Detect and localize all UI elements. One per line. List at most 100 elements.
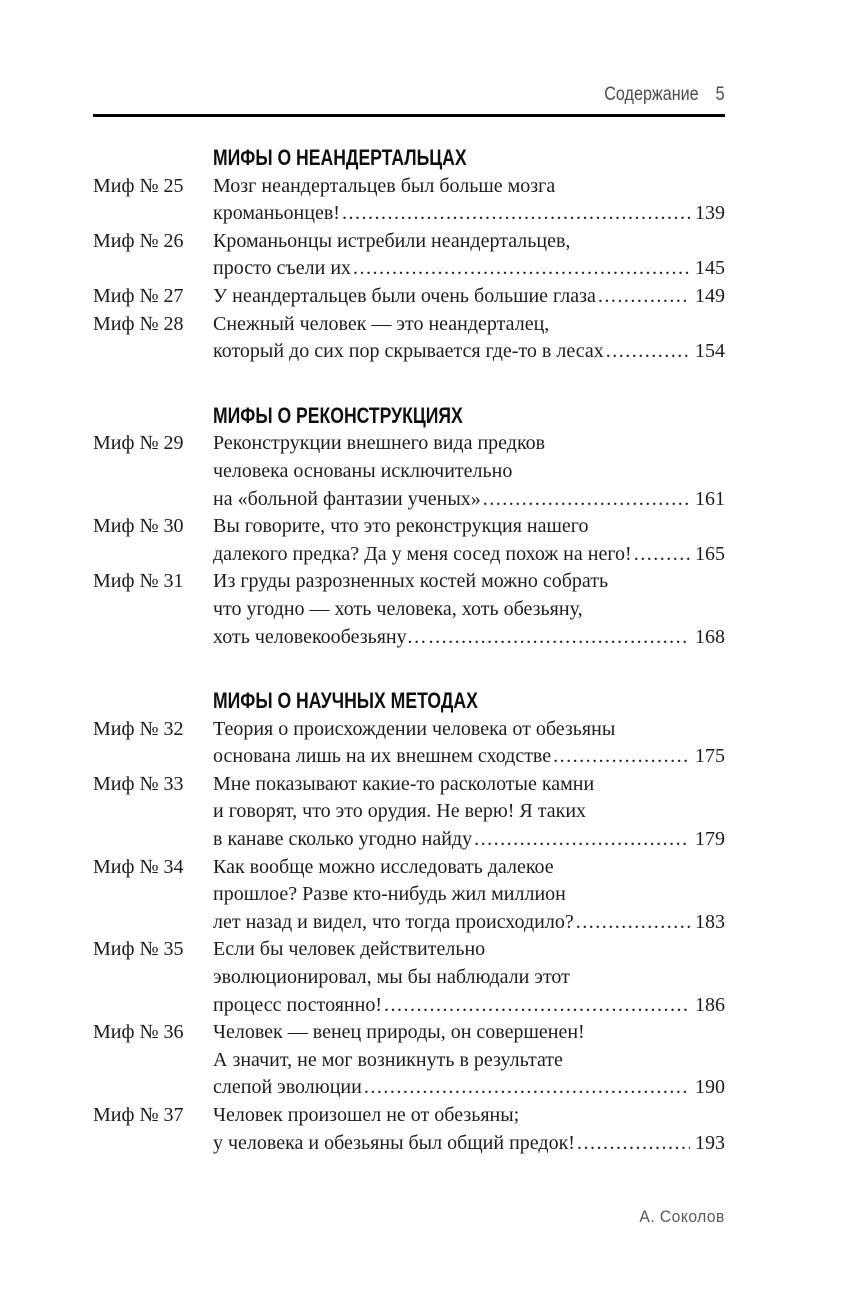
entry-line: процесс постоянно! 186 [213,992,725,1020]
entry-text: процесс постоянно! [213,993,382,1016]
sections: МИФЫ О НЕАНДЕРТАЛЬЦАХ Миф № 25 Мозг неан… [93,144,725,1157]
toc-entry: Миф № 33 Мне показывают какие-то расколо… [93,771,725,854]
dot-leader [364,1074,690,1102]
entry-line: лет назад и видел, что тогда происходило… [213,909,725,937]
entry-page-number: 161 [695,487,725,510]
entry-myth-number: Миф № 29 [93,432,184,455]
running-head-title: Содержание [604,84,700,105]
toc-entry: Миф № 25 Мозг неандертальцев был больше … [93,173,725,228]
entry-text: эволюционировал, мы бы наблюдали этот [213,966,570,989]
dot-leader [598,283,690,311]
entry-page-number: 193 [695,1131,725,1154]
entry-text: Мне показывают какие-то расколотые камни [213,772,595,795]
entry-text: лет назад и видел, что тогда происходило… [213,910,574,933]
toc-entry: Миф № 35 Если бы человек действительно эв… [93,936,725,1019]
entry-body: Кроманьонцы истребили неандертальцев, про… [213,228,725,283]
entry-text: просто съели их [213,257,352,280]
section-entries: Миф № 32 Теория о происхождении человека… [93,716,725,1158]
entry-myth-number: Миф № 26 [93,229,184,252]
entry-myth-number: Миф № 31 [93,570,184,593]
entry-page-number: 168 [695,625,725,648]
entry-body: Как вообще можно исследовать далекое прош… [213,854,725,937]
dot-leader [353,255,690,283]
entry-line: далекого предка? Да у меня сосед похож н… [213,541,725,569]
entry-text: Вы говорите, что это реконструкция нашег… [213,515,589,538]
entry-text: Теория о происхождении человека от обезь… [213,717,616,740]
dot-leader [342,200,690,228]
entry-page-number: 183 [695,910,725,933]
entry-myth-number: Миф № 25 [93,174,184,197]
entry-text: кроманьонцев! [213,202,340,225]
running-head-page-number: 5 [716,84,725,105]
toc-entry: Миф № 27 У неандертальцев были очень бол… [93,283,725,311]
toc-entry: Миф № 34 Как вообще можно исследовать да… [93,854,725,937]
dot-leader [577,1130,690,1158]
dot-leader [384,992,690,1020]
header-rule [93,114,725,117]
entry-text: и говорят, что это орудия. Не верю! Я та… [213,800,587,823]
entry-myth-number: Миф № 27 [93,284,184,307]
toc-entry: Миф № 31 Из груды разрозненных костей мо… [93,568,725,651]
entry-page-number: 139 [695,202,725,225]
entry-myth-number: Миф № 28 [93,312,184,335]
section-entries: Миф № 29 Реконструкции внешнего вида пре… [93,430,725,651]
entry-text: Снежный человек — это неандерталец, [213,312,550,335]
entry-text: хоть человекообезьяну… [213,625,427,648]
dot-leader [606,338,690,366]
entry-page-number: 149 [695,284,725,307]
entry-page-number: 175 [695,745,725,768]
entry-body: Мозг неандертальцев был больше мозга кром… [213,173,725,228]
entry-myth-number: Миф № 36 [93,1021,184,1044]
entry-text: в канаве сколько угодно найду [213,828,473,851]
entry-text: который до сих пор скрывается где-то в л… [213,340,604,363]
entry-text: У неандертальцев были очень большие глаз… [213,284,596,307]
entry-text: Реконструкции внешнего вида предков [213,432,546,455]
entry-line: на «больной фантазии ученых» 161 [213,486,725,514]
entry-text: прошлое? Разве кто-нибудь жил миллион [213,883,566,906]
entry-line: у человека и обезьяны был общий предок! 1… [213,1130,725,1158]
entry-body: Человек — венец природы, он совершенен! А… [213,1019,725,1102]
entry-page-number: 190 [695,1076,725,1099]
entry-line: кроманьонцев! 139 [213,200,725,228]
toc-entry: Миф № 28 Снежный человек — это неандерта… [93,311,725,366]
entry-text: Как вообще можно исследовать далекое [213,855,554,878]
entry-page-number: 145 [695,257,725,280]
entry-text: Мозг неандертальцев был больше мозга [213,174,556,197]
toc-entry: Миф № 36 Человек — венец природы, он сов… [93,1019,725,1102]
dot-leader [474,826,690,854]
entry-text: Человек — венец природы, он совершенен! [213,1021,585,1044]
entry-line: У неандертальцев были очень большие глаз… [213,283,725,311]
toc-entry: Миф № 32 Теория о происхождении человека… [93,716,725,771]
entry-page-number: 165 [695,542,725,565]
entry-body: Реконструкции внешнего вида предков челов… [213,430,725,513]
entry-body: Из груды разрозненных костей можно собра… [213,568,725,651]
entry-myth-number: Миф № 33 [93,772,184,795]
page-footer: А. Соколов [93,1207,725,1227]
entry-body: Человек произошел не от обезьяны; у челов… [213,1102,725,1157]
entry-body: Снежный человек — это неандерталец, котор… [213,311,725,366]
entry-text: Если бы человек действительно [213,938,486,961]
toc-section: МИФЫ О РЕКОНСТРУКЦИЯХ Миф № 29 Реконстру… [93,402,725,651]
toc-section: МИФЫ О НАУЧНЫХ МЕТОДАХ Миф № 32 Теория о… [93,687,725,1157]
section-entries: Миф № 25 Мозг неандертальцев был больше … [93,173,725,366]
toc-entry: Миф № 29 Реконструкции внешнего вида пре… [93,430,725,513]
dot-leader [429,624,690,652]
entry-text: Человек произошел не от обезьяны; [213,1104,520,1126]
entry-text: человека основаны исключительно [213,459,513,482]
toc-section: МИФЫ О НЕАНДЕРТАЛЬЦАХ Миф № 25 Мозг неан… [93,144,725,366]
entry-text: Кроманьонцы истребили неандертальцев, [213,229,571,252]
entry-text: что угодно — хоть человека, хоть обезьян… [213,597,583,620]
section-title: МИФЫ О НЕАНДЕРТАЛЬЦАХ [213,145,467,170]
entry-line: слепой эволюции 190 [213,1074,725,1102]
entry-line: основана лишь на их внешнем сходстве 175 [213,743,725,771]
entry-text: далекого предка? Да у меня сосед похож н… [213,542,632,565]
entry-text: Из груды разрозненных костей можно собра… [213,570,609,593]
entry-body: У неандертальцев были очень большие глаз… [213,283,725,311]
entry-body: Если бы человек действительно эволюционир… [213,936,725,1019]
entry-myth-number: Миф № 35 [93,938,184,961]
entry-myth-number: Миф № 37 [93,1104,184,1126]
author-name: А. Соколов [639,1207,725,1227]
dot-leader [576,909,690,937]
section-title: МИФЫ О РЕКОНСТРУКЦИЯХ [213,402,463,428]
